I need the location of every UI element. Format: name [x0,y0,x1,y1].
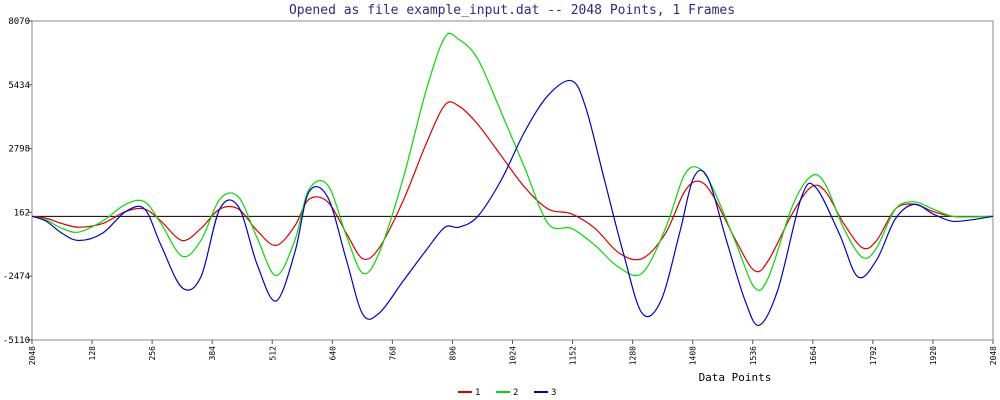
series-lines [31,32,994,326]
x-tick-label: 640 [328,346,337,361]
x-axis-ticks: 2048 128 256 384 512 640 768 896 1024 1152 1280 140… [28,340,998,365]
x-axis-label: Data Points [699,371,772,384]
plot-area [31,20,994,341]
y-tick-label: 8070 [8,17,30,27]
y-tick-label: -2474 [3,272,30,282]
x-tick-label: 896 [448,346,457,361]
x-tick-label: 768 [388,346,397,361]
x-tick-label: 1792 [869,346,878,365]
x-tick-label: 1536 [749,346,758,365]
legend-label: 1 [475,388,480,398]
legend-label: 3 [551,388,556,398]
y-tick-label: 5434 [8,81,30,91]
x-tick-label: 2048 [28,346,37,365]
series-line-3 [31,79,994,326]
y-tick-label: 162 [14,208,30,218]
x-tick-label: 128 [88,346,97,361]
x-tick-label: 1664 [809,346,818,365]
chart-title: Opened as file example_input.dat -- 2048… [289,3,735,18]
x-tick-label: 256 [148,346,157,361]
y-axis-ticks: 8070 5434 2798 162 -2474 -5110 [3,17,32,346]
x-tick-label: 1152 [569,346,578,365]
x-tick-label: 384 [208,346,217,361]
x-tick-label: 1280 [629,346,638,365]
x-tick-label: 512 [268,346,277,361]
series-line-2 [31,32,994,291]
x-tick-label: 1920 [929,346,938,365]
x-tick-label: 2048 [989,346,998,365]
y-tick-label: -5110 [3,336,30,346]
legend: 1 2 3 [458,388,556,398]
x-tick-label: 1024 [509,346,518,365]
legend-label: 2 [513,388,518,398]
x-tick-label: 1408 [689,346,698,365]
y-tick-label: 2798 [8,145,30,155]
